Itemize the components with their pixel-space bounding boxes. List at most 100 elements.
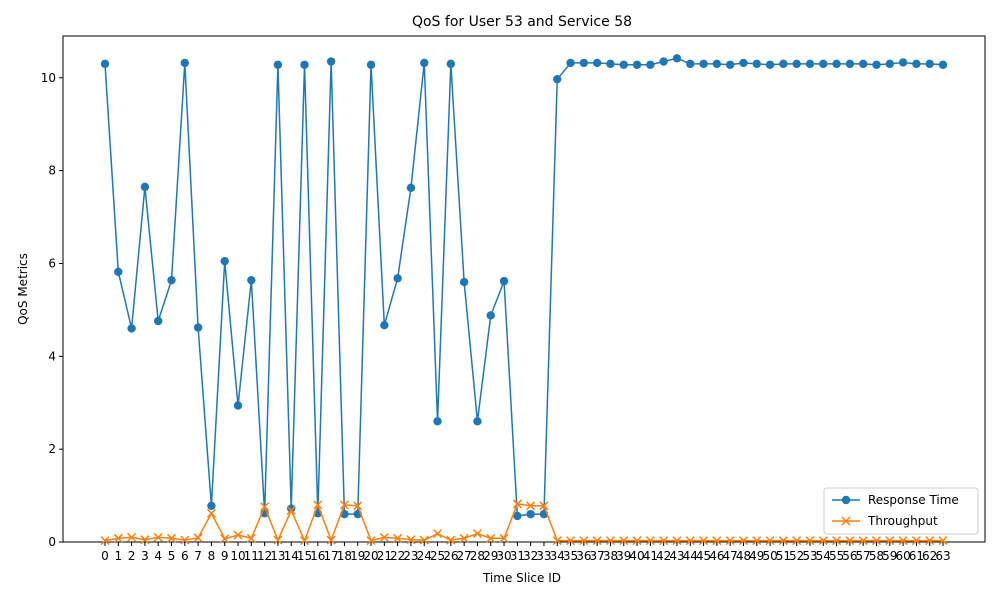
x-tick-label: 60 (895, 549, 910, 563)
data-point (380, 321, 389, 330)
data-point (553, 74, 562, 84)
data-point (938, 60, 948, 69)
data-point (579, 536, 589, 546)
data-point (499, 533, 509, 543)
data-point (260, 502, 270, 512)
data-point (193, 533, 203, 543)
data-point (778, 536, 788, 546)
x-tick-label: 2 (128, 549, 136, 563)
data-point (287, 504, 296, 513)
data-point (925, 536, 935, 546)
x-tick-label: 15 (297, 549, 312, 563)
data-point (286, 505, 296, 515)
data-point (100, 59, 110, 69)
x-tick-label: 26 (443, 549, 458, 563)
data-point (752, 536, 762, 546)
data-point (246, 533, 256, 543)
x-tick-label: 51 (776, 549, 791, 563)
x-tick-label: 9 (221, 549, 229, 563)
data-point (672, 536, 682, 546)
x-tick-label: 16 (310, 549, 325, 563)
legend-marker (841, 516, 851, 526)
data-point (326, 535, 336, 545)
data-point (805, 536, 815, 546)
data-point (300, 60, 309, 69)
series-line (104, 503, 943, 542)
x-axis: 0 1 2 3 4 5 6 7 8 9 101112131415161718192021222324… (101, 542, 951, 563)
data-point (180, 535, 190, 545)
data-point (792, 536, 802, 546)
x-tick-label: 40 (629, 549, 644, 563)
data-point (166, 533, 177, 543)
data-point (938, 536, 948, 546)
x-tick-label: 61 (909, 549, 924, 563)
x-tick-label: 28 (470, 549, 485, 563)
x-tick-label: 44 (683, 549, 698, 563)
data-point (725, 60, 735, 69)
data-point (406, 183, 416, 192)
x-tick-label: 13 (270, 549, 285, 563)
data-point (818, 536, 828, 546)
legend-label: Throughput (867, 514, 938, 528)
data-point (220, 256, 229, 266)
data-point (792, 59, 801, 69)
data-point (898, 58, 908, 67)
data-point (566, 58, 575, 68)
data-point (220, 534, 230, 544)
data-point (872, 60, 881, 69)
data-point (858, 59, 868, 69)
data-point (114, 267, 123, 277)
legend-item: Throughput (832, 514, 938, 528)
x-tick-label: 22 (390, 549, 405, 563)
x-tick-label: 24 (417, 549, 432, 563)
data-point (858, 536, 868, 546)
data-point (845, 59, 855, 69)
legend-label: Response Time (868, 493, 959, 507)
data-point (127, 532, 137, 542)
x-tick-label: 58 (869, 549, 884, 563)
x-tick-label: 45 (696, 549, 711, 563)
data-point (579, 58, 589, 68)
x-tick-label: 50 (762, 549, 777, 563)
data-point (606, 59, 615, 69)
data-point (552, 536, 562, 546)
data-point (513, 511, 522, 521)
x-tick-label: 1 (114, 549, 122, 563)
data-point (180, 58, 190, 68)
data-point (725, 536, 735, 546)
data-point (539, 501, 549, 511)
x-tick-label: 12 (257, 549, 272, 563)
x-tick-label: 43 (669, 549, 684, 563)
data-point (819, 59, 828, 69)
data-point (659, 536, 669, 546)
data-point (832, 536, 842, 546)
y-tick-label: 10 (41, 71, 56, 85)
x-tick-label: 53 (802, 549, 817, 563)
data-point (925, 59, 934, 69)
x-tick-label: 33 (536, 549, 551, 563)
data-point (419, 535, 429, 545)
data-point (299, 536, 310, 546)
legend-item: Response Time (832, 493, 959, 507)
data-point (420, 58, 429, 68)
data-point (619, 60, 628, 69)
x-tick-label: 56 (842, 549, 857, 563)
data-point (699, 536, 709, 546)
data-point (366, 60, 376, 69)
data-point (686, 59, 695, 69)
x-tick-label: 37 (590, 549, 605, 563)
data-point (486, 533, 496, 543)
x-tick-label: 21 (377, 549, 392, 563)
data-point (393, 274, 402, 283)
data-point (512, 499, 522, 509)
data-point (832, 59, 841, 69)
data-point (273, 535, 283, 545)
data-point (712, 59, 722, 69)
x-tick-label: 0 (101, 549, 109, 563)
data-point (446, 535, 456, 545)
data-point (100, 536, 110, 546)
data-point (459, 277, 469, 287)
x-tick-label: 63 (935, 549, 950, 563)
x-tick-label: 27 (457, 549, 472, 563)
